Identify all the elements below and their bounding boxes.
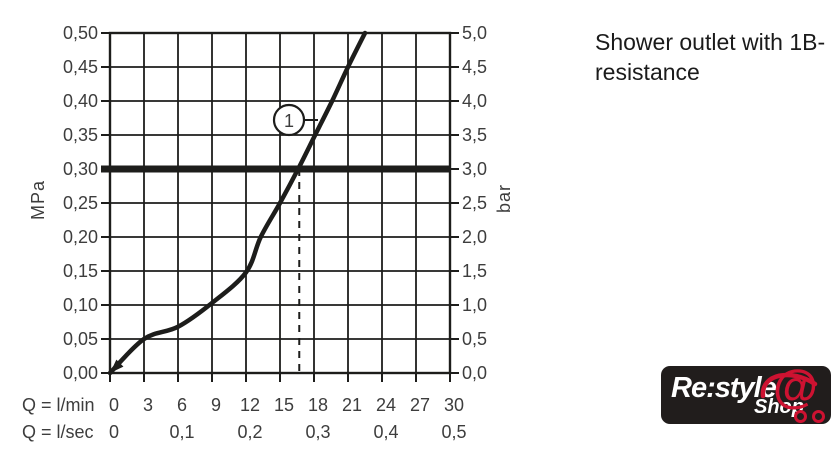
cart-handle-swoosh-icon bbox=[760, 372, 818, 399]
y-right-tick-label: 5,0 bbox=[462, 23, 488, 43]
restyle-shop-logo: Re:style Shop @ bbox=[661, 360, 831, 424]
cart-wheel-icon bbox=[812, 410, 825, 423]
x-lmin-tick-label: 0 bbox=[108, 395, 120, 415]
x-lsec-tick-label: 0,2 bbox=[237, 422, 263, 442]
curve-origin-arrowhead bbox=[110, 359, 124, 373]
at-cart-icon: @ bbox=[773, 360, 818, 412]
x-lmin-tick-label: 3 bbox=[142, 395, 154, 415]
y-left-tick-label: 0,10 bbox=[62, 295, 98, 315]
x-lmin-tick-label: 15 bbox=[273, 395, 295, 415]
y-left-tick-label: 0,50 bbox=[62, 23, 98, 43]
y-left-tick-label: 0,40 bbox=[62, 91, 98, 111]
cart-wheel-icon bbox=[794, 410, 807, 423]
x-lmin-tick-label: 18 bbox=[307, 395, 329, 415]
y-right-tick-label: 3,5 bbox=[462, 125, 488, 145]
flow-pressure-curve bbox=[107, 30, 368, 376]
x-lsec-tick-label: 0,4 bbox=[373, 422, 399, 442]
y-left-tick-label: 0,20 bbox=[62, 227, 98, 247]
x-lsec-tick-label: 0,1 bbox=[169, 422, 195, 442]
x-lsec-tick-label: 0,5 bbox=[441, 422, 467, 442]
x-lmin-tick-label: 27 bbox=[409, 395, 431, 415]
y-right-tick-label: 2,0 bbox=[462, 227, 488, 247]
flow-pressure-chart: 1 bbox=[101, 30, 459, 382]
callout-number-label: 1 bbox=[284, 111, 294, 131]
y-left-tick-label: 0,00 bbox=[62, 363, 98, 383]
callout-circle bbox=[272, 103, 306, 137]
y-left-tick-label: 0,30 bbox=[62, 159, 98, 179]
x-lmin-tick-label: 21 bbox=[341, 395, 363, 415]
x-lmin-tick-label: 24 bbox=[375, 395, 397, 415]
x-lmin-tick-label: 30 bbox=[443, 395, 465, 415]
logo-shop-text: Shop bbox=[754, 396, 804, 418]
y-left-tick-label: 0,35 bbox=[62, 125, 98, 145]
chart-title: Shower outlet with 1B-resistance bbox=[595, 29, 826, 85]
x-lmin-tick-label: 12 bbox=[239, 395, 261, 415]
y-right-tick-label: 4,0 bbox=[462, 91, 488, 111]
y-right-unit-label: bar bbox=[494, 184, 514, 214]
y-right-tick-label: 3,0 bbox=[462, 159, 488, 179]
x-lmin-tick-label: 9 bbox=[210, 395, 222, 415]
x-lmin-tick-label: 6 bbox=[176, 395, 188, 415]
y-left-tick-label: 0,15 bbox=[62, 261, 98, 281]
y-right-tick-label: 1,5 bbox=[462, 261, 488, 281]
logo-brand-text: Re:style bbox=[671, 372, 777, 404]
y-left-tick-label: 0,05 bbox=[62, 329, 98, 349]
y-right-tick-label: 0,5 bbox=[462, 329, 488, 349]
x-lsec-tick-label: 0 bbox=[108, 422, 120, 442]
x-lsec-tick-label: 0,3 bbox=[305, 422, 331, 442]
x-axis-lsec-row-label: Q = l/sec bbox=[22, 422, 94, 442]
y-left-tick-label: 0,25 bbox=[62, 193, 98, 213]
y-right-tick-label: 2,5 bbox=[462, 193, 488, 213]
y-right-tick-label: 4,5 bbox=[462, 57, 488, 77]
y-left-tick-label: 0,45 bbox=[62, 57, 98, 77]
y-right-tick-label: 0,0 bbox=[462, 363, 488, 383]
y-left-unit-label: MPa bbox=[28, 180, 48, 221]
x-axis-lmin-row-label: Q = l/min bbox=[22, 395, 95, 415]
y-right-tick-label: 1,0 bbox=[462, 295, 488, 315]
